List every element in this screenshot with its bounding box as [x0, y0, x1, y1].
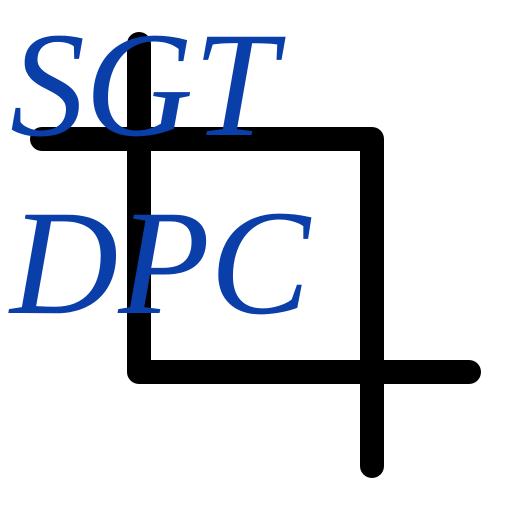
- logo-line-dpc: DPC: [10, 180, 310, 346]
- crop-corner-right: [30, 127, 384, 478]
- crop-corner-left: [127, 32, 481, 384]
- logo-line-sgt: SGT: [10, 2, 277, 168]
